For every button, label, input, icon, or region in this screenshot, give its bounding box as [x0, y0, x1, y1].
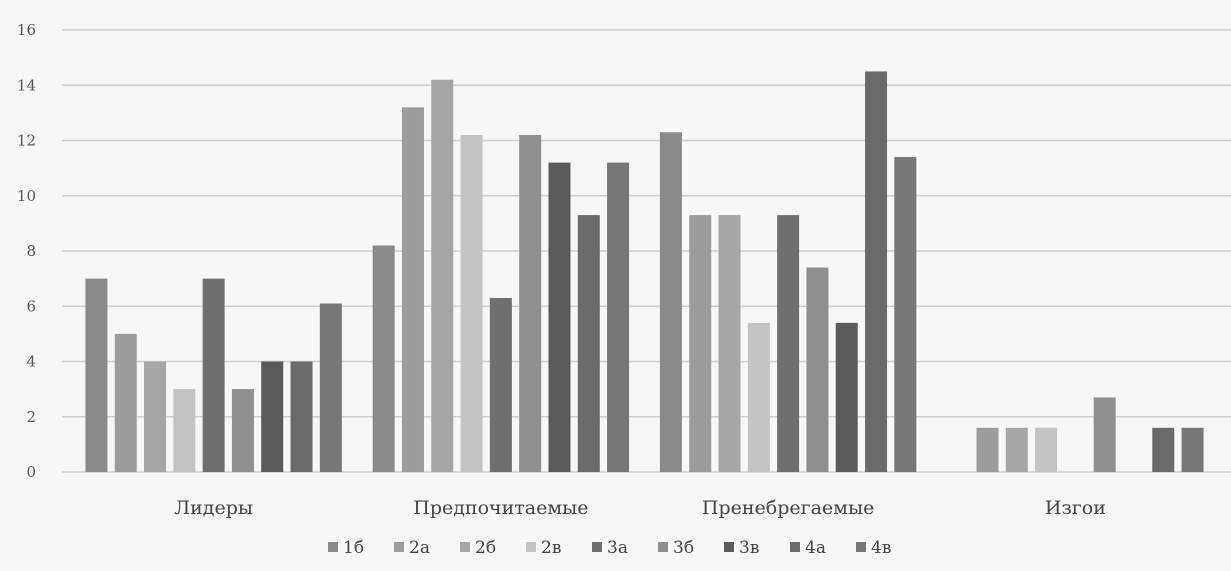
bar-3в-0	[261, 361, 284, 472]
legend-label: 3в	[739, 538, 759, 558]
y-tick-label: 6	[26, 297, 36, 315]
category-labels: Лидеры Предпочитаемые Пренебрегаемые Изгои	[174, 497, 1106, 519]
bar-4а-2	[865, 71, 888, 472]
bar-2в-2	[747, 322, 770, 472]
y-tick-label: 16	[17, 21, 36, 39]
bar-4в-1	[607, 162, 630, 472]
legend-swatch	[856, 542, 866, 552]
legend-swatch	[658, 542, 668, 552]
bar-4в-2	[894, 157, 917, 472]
bar-4в-0	[319, 303, 342, 472]
legend: 1б 2а 2б 2в 3а 3б 3в 4а 4в	[328, 538, 891, 558]
legend-label: 4в	[871, 538, 891, 558]
bar-2б-1	[431, 79, 454, 472]
legend-label: 1б	[343, 538, 364, 558]
legend-swatch	[790, 542, 800, 552]
bar-3а-2	[777, 215, 800, 472]
bars	[85, 71, 1204, 472]
bar-3в-2	[835, 322, 858, 472]
legend-label: 2б	[475, 538, 496, 558]
y-tick-label: 12	[17, 132, 36, 150]
bar-3а-1	[489, 297, 512, 472]
bar-3б-2	[806, 267, 829, 472]
legend-label: 4а	[805, 538, 826, 558]
y-tick-label: 8	[26, 242, 36, 260]
bar-3б-1	[519, 134, 542, 472]
bar-2в-3	[1035, 427, 1058, 472]
bar-3б-3	[1093, 397, 1116, 472]
bar-2б-3	[1005, 427, 1028, 472]
bar-3б-0	[231, 389, 254, 472]
y-tick-label: 10	[17, 187, 36, 205]
bar-2в-1	[460, 134, 483, 472]
bar-4а-3	[1152, 427, 1175, 472]
y-tick-label: 0	[26, 463, 36, 481]
bar-3в-1	[548, 162, 571, 472]
bar-2б-0	[144, 361, 167, 472]
category-label: Предпочитаемые	[413, 497, 588, 519]
bar-2б-2	[718, 215, 741, 472]
legend-swatch	[460, 542, 470, 552]
y-tick-label: 2	[26, 408, 36, 426]
grid-lines	[62, 29, 1231, 473]
category-label: Лидеры	[174, 497, 253, 519]
bar-1б-2	[659, 132, 682, 472]
bar-3а-0	[202, 278, 225, 472]
bar-2в-0	[173, 389, 196, 472]
legend-swatch	[328, 542, 338, 552]
bar-4в-3	[1181, 427, 1204, 472]
legend-label: 3а	[607, 538, 628, 558]
bar-2а-0	[114, 333, 137, 472]
y-tick-label: 4	[26, 353, 36, 371]
legend-swatch	[394, 542, 404, 552]
y-tick-label: 14	[17, 76, 36, 94]
category-label: Изгои	[1045, 497, 1106, 519]
category-label: Пренебрегаемые	[702, 497, 874, 519]
legend-swatch	[592, 542, 602, 552]
bar-4а-0	[290, 361, 313, 472]
bar-2а-1	[401, 107, 424, 472]
bar-4а-1	[577, 215, 600, 472]
bar-1б-1	[372, 245, 395, 472]
legend-swatch	[724, 542, 734, 552]
bar-2а-3	[976, 427, 999, 472]
y-axis-ticks: 0 2 4 6 8 10 12 14 16	[17, 21, 36, 481]
bar-1б-0	[85, 278, 108, 472]
legend-label: 2а	[409, 538, 430, 558]
legend-swatch	[526, 542, 536, 552]
legend-label: 2в	[541, 538, 561, 558]
legend-label: 3б	[673, 538, 694, 558]
bar-2а-2	[689, 215, 712, 472]
